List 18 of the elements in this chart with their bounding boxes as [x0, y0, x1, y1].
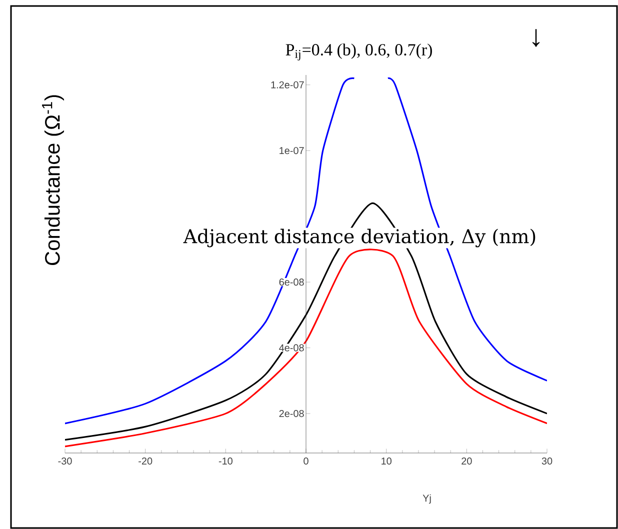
- x-axis-title: Yj: [422, 494, 431, 504]
- annotation: Adjacent distance deviation, Δy (nm): [183, 228, 536, 248]
- x-tick-label: -10: [218, 458, 232, 465]
- x-tick-label: -30: [58, 458, 72, 465]
- x-tick-label: 10: [382, 458, 392, 465]
- x-tick-label: -20: [138, 458, 152, 465]
- y-tick-label: 2e-08: [279, 410, 304, 418]
- y-axis-title: Conductance (Ω$^{-1}$): [42, 95, 64, 266]
- y-tick-label: 1.2e-07: [271, 81, 304, 88]
- chart-title: P$_{ij}$=0.4 (b), 0.6, 0.7(r): [286, 44, 432, 60]
- x-tick-label: 30: [542, 458, 552, 465]
- x-tick-label: 0: [304, 458, 308, 465]
- y-tick-label: 4e-08: [279, 344, 304, 352]
- text: ↓: [532, 29, 540, 47]
- y-tick-label: 1e-07: [280, 147, 304, 154]
- x-tick-label: 20: [462, 458, 472, 465]
- line-series: [65, 202, 547, 441]
- y-tick-label: 6e-08: [279, 278, 304, 286]
